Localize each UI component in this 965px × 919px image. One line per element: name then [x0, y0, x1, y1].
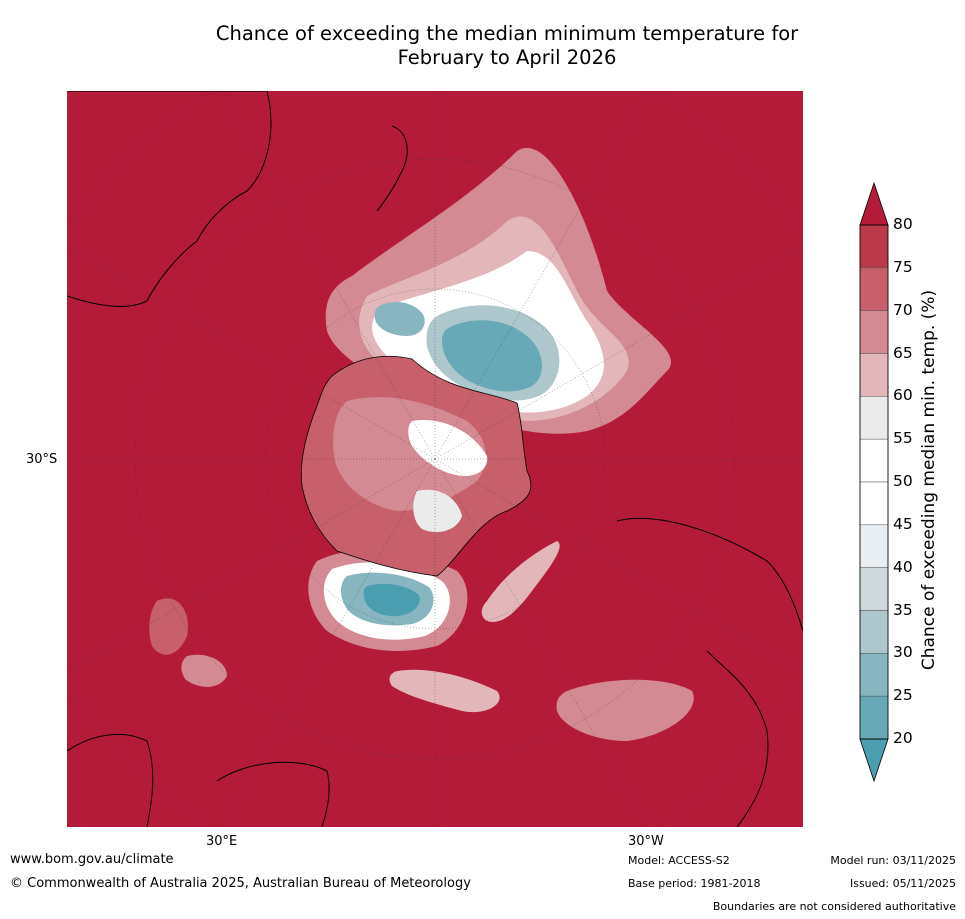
- colorbar-bin: [859, 353, 889, 397]
- colorbar-bin: [859, 396, 889, 440]
- colorbar-bin: [859, 267, 889, 311]
- lon-label-30e: 30°E: [206, 834, 238, 849]
- colorbar-tick-label: 65: [893, 343, 913, 362]
- colorbar-bin: [859, 610, 889, 654]
- colorbar-arrow-bottom: [859, 738, 889, 783]
- lat-label-30s: 30°S: [26, 452, 58, 467]
- colorbar-arrow-top: [859, 181, 889, 226]
- atlantic-anomaly-region: [149, 541, 694, 741]
- polar-map: [67, 91, 803, 827]
- coastlines: [67, 91, 803, 827]
- lon-label-30w: 30°W: [628, 834, 664, 849]
- south-america-southern-coast: [706, 650, 769, 827]
- africa-coast: [67, 733, 154, 827]
- colorbar-bin: [859, 438, 889, 483]
- colorbar-tick-label: 60: [893, 386, 913, 405]
- colorbar: [859, 181, 889, 783]
- colorbar-bin: [859, 224, 889, 269]
- footer-website[interactable]: www.bom.gov.au/climate: [10, 852, 174, 867]
- colorbar-label: Chance of exceeding median min. temp. (%…: [919, 289, 939, 671]
- colorbar-tick-label: 20: [893, 729, 913, 747]
- graticule: [67, 91, 803, 827]
- colorbar-bin: [859, 653, 889, 697]
- africa-south-coast: [216, 761, 330, 827]
- footer-copyright: © Commonwealth of Australia 2025, Austra…: [10, 876, 471, 891]
- footer-base-period: Base period: 1981-2018: [628, 877, 761, 890]
- colorbar-bin: [859, 524, 889, 568]
- colorbar-bin: [859, 481, 889, 526]
- footer-model: Model: ACCESS-S2: [628, 854, 730, 867]
- map-panel: [67, 91, 803, 827]
- new-zealand-coast: [376, 125, 408, 212]
- australia-coast: [67, 91, 272, 307]
- footer-issued: Issued: 05/11/2025: [849, 877, 956, 890]
- colorbar-tick-label: 50: [893, 472, 913, 490]
- footer-disclaimer: Boundaries are not considered authoritat…: [712, 900, 956, 913]
- colorbar-tick-label: 35: [893, 600, 913, 619]
- colorbar-tick-label: 70: [893, 300, 913, 319]
- colorbar-tick-label: 80: [893, 215, 913, 233]
- colorbar-tick-label: 40: [893, 557, 913, 576]
- title-line-1: Chance of exceeding the median minimum t…: [215, 22, 799, 45]
- colorbar-tick-label: 25: [893, 686, 913, 705]
- colorbar-tick-label: 75: [893, 257, 913, 276]
- south-america-coast: [616, 517, 803, 632]
- colorbar-tick-label: 45: [893, 514, 913, 533]
- map-title: Chance of exceeding the median minimum t…: [67, 22, 947, 70]
- footer-model-run: Model run: 03/11/2025: [830, 854, 956, 867]
- colorbar-tick-label: 30: [893, 643, 913, 662]
- colorbar-bin: [859, 310, 889, 354]
- colorbar-frame: [859, 224, 889, 740]
- title-line-2: February to April 2026: [397, 46, 617, 69]
- colorbar-bin: [859, 695, 889, 740]
- colorbar-bin: [859, 567, 889, 611]
- colorbar-tick-label: 55: [893, 429, 913, 448]
- antarctica: [301, 355, 532, 577]
